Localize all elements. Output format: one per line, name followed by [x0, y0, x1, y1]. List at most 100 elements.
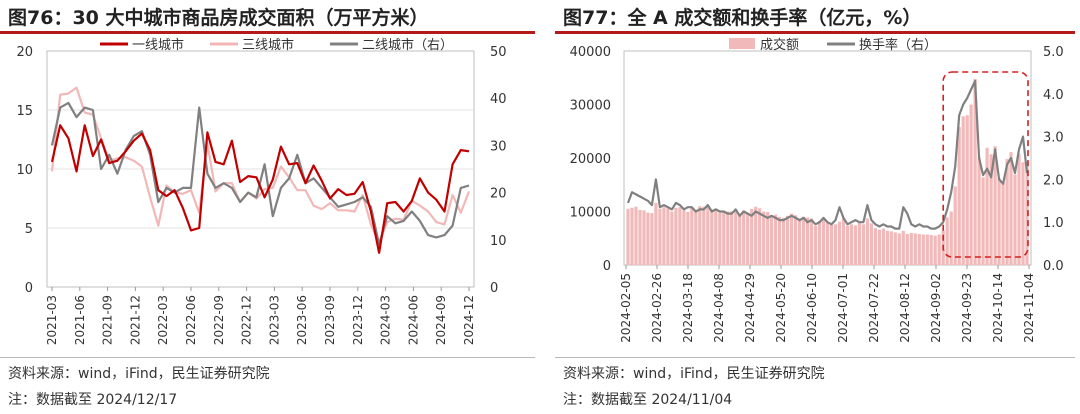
bar-turnover-value: [766, 212, 770, 265]
legend-label-0: 成交额: [760, 37, 799, 53]
bar-turnover-value: [662, 207, 666, 265]
bar-turnover-value: [865, 218, 869, 265]
bar-turnover-value: [945, 217, 949, 265]
bar-turnover-value: [909, 232, 913, 265]
series-line-2: [50, 101, 470, 246]
x-tick-label: 2024-12: [462, 295, 476, 345]
x-tick-label: 2023-03: [267, 295, 281, 345]
source-text: 资料来源：wind，iFind，民生证券研究院: [8, 366, 270, 382]
x-tick-label: 2024-05-20: [774, 273, 788, 343]
bar-turnover-value: [849, 224, 853, 265]
x-tick-label: 2024-06-10: [805, 273, 819, 343]
bar-turnover-value: [702, 206, 706, 265]
x-tick-label: 2024-09-02: [929, 273, 943, 343]
bar-turnover-value: [658, 208, 662, 265]
left-tick-label: 0: [603, 259, 611, 274]
bar-turnover-value: [965, 115, 969, 265]
bar-turnover-value: [833, 224, 838, 265]
bar-turnover-value: [798, 218, 802, 265]
footer-divider: [0, 357, 535, 358]
bar-turnover-value: [929, 235, 933, 265]
bar-turnover-value: [802, 216, 806, 265]
highlight-box: [942, 71, 1029, 258]
right-tick-label: 3.0: [1043, 131, 1064, 146]
bar-turnover-value: [813, 225, 818, 265]
title-underline: [555, 31, 1075, 34]
turnover-chart-svg: 0 10000 20000 30000 40000 0.0 1.0 2.0 3.0 4.0 5.0 2…: [570, 37, 1064, 343]
right-tick-label: 10: [490, 234, 507, 249]
bar-turnover-value: [1017, 153, 1021, 265]
x-tick-label: 2024-02-05: [619, 273, 633, 343]
x-tick-label: 2024-06: [406, 295, 420, 345]
bar-turnover-value: [754, 206, 758, 265]
x-tick-label: 2023-06: [295, 295, 309, 345]
right-tick-label: 50: [490, 45, 507, 60]
x-tick-label: 2024-02-26: [650, 273, 664, 343]
source-text: 资料来源：wind，iFind，民生证券研究院: [563, 366, 825, 382]
bar-turnover-value: [734, 209, 738, 265]
bar-turnover-value: [678, 207, 682, 265]
bar-turnover-value: [853, 225, 857, 265]
bar-turnover-value: [809, 218, 814, 265]
legend-label-1: 三线城市: [242, 37, 294, 53]
x-tick-label: 2022-06: [184, 295, 198, 345]
x-tick-label: 2024-10-14: [991, 273, 1005, 343]
bar-turnover-value: [690, 207, 694, 265]
bar-turnover-value: [694, 211, 698, 265]
bar-turnover-value: [686, 212, 690, 265]
x-tick-label: 2024-03-18: [681, 273, 695, 343]
bar-turnover-value: [857, 222, 861, 265]
bar-turnover-value: [714, 208, 718, 265]
bar-turnover-value: [706, 205, 710, 265]
bar-turnover-value: [869, 223, 873, 265]
bar-turnover-value: [933, 235, 937, 265]
bar-turnover-value: [738, 214, 742, 265]
bar-turnover-value: [1025, 161, 1029, 265]
x-tick-label: 2024-03: [379, 295, 393, 345]
bar-turnover-value: [873, 228, 877, 265]
x-tick-label: 2022-09: [212, 295, 226, 345]
bar-turnover-value: [726, 211, 730, 265]
bar-turnover-value: [1005, 159, 1009, 265]
bar-turnover-value: [921, 234, 925, 265]
turnover-rate-line: [626, 79, 1029, 230]
bar-turnover-value: [953, 186, 957, 265]
right-tick-label: 20: [490, 187, 507, 202]
bar-turnover-value: [845, 225, 850, 265]
bar-turnover-value: [782, 217, 786, 265]
x-tick-label: 2024-04-29: [743, 273, 757, 343]
bar-turnover-value: [638, 209, 642, 265]
x-tick-label: 2024-07-22: [867, 273, 881, 343]
note-text: 注：数据截至 2024/12/17: [8, 392, 178, 408]
bar-turnover-value: [949, 211, 953, 265]
bar-turnover-value: [821, 219, 826, 265]
x-tick-label: 2022-12: [240, 295, 254, 345]
bar-turnover-value: [630, 207, 634, 265]
bar-turnover-value: [817, 221, 822, 265]
bar-turnover-value: [829, 224, 834, 265]
bar-turnover-value: [670, 211, 674, 265]
bar-turnover-value: [885, 230, 889, 265]
left-tick-label: 40000: [570, 45, 611, 60]
bar-turnover-value: [877, 229, 881, 265]
bar-turnover-value: [825, 222, 830, 265]
right-tick-label: 5.0: [1043, 45, 1064, 60]
bar-turnover-value: [778, 216, 782, 265]
series-line-0: [50, 124, 470, 254]
bar-turnover-value: [710, 209, 714, 265]
title-underline: [0, 31, 535, 34]
bar-turnover-value: [806, 217, 810, 265]
bar-turnover-value: [893, 232, 897, 265]
x-tick-label: 2021-03: [45, 295, 59, 345]
right-tick-label: 30: [490, 139, 507, 154]
bar-turnover-value: [925, 234, 929, 265]
left-tick-label: 10000: [570, 206, 611, 221]
right-tick-label: 0: [490, 281, 498, 296]
left-tick-label: 20: [16, 45, 33, 60]
bar-turnover-value: [1013, 174, 1017, 265]
legend-swatch-0: [729, 38, 755, 49]
bar-turnover-value: [762, 211, 766, 265]
x-tick-label: 2024-09-23: [960, 273, 974, 343]
x-tick-label: 2024-07-01: [836, 273, 850, 343]
bar-turnover-value: [997, 178, 1001, 265]
